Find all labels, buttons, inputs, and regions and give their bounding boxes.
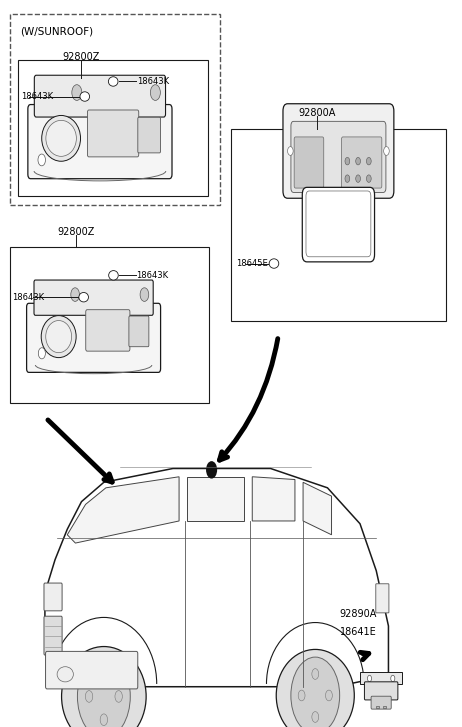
- FancyBboxPatch shape: [341, 137, 382, 188]
- FancyBboxPatch shape: [28, 105, 172, 179]
- Bar: [377, 707, 379, 708]
- Circle shape: [71, 288, 79, 302]
- Circle shape: [298, 690, 305, 701]
- Circle shape: [291, 657, 340, 727]
- Ellipse shape: [42, 116, 80, 161]
- Circle shape: [367, 675, 371, 682]
- FancyBboxPatch shape: [44, 616, 62, 655]
- Circle shape: [85, 691, 93, 702]
- Circle shape: [72, 85, 82, 100]
- Bar: [10, 247, 209, 403]
- FancyBboxPatch shape: [371, 696, 391, 709]
- Circle shape: [383, 147, 389, 156]
- Polygon shape: [187, 477, 244, 521]
- Ellipse shape: [269, 259, 279, 268]
- FancyBboxPatch shape: [87, 110, 139, 157]
- Ellipse shape: [80, 92, 90, 101]
- FancyBboxPatch shape: [302, 188, 375, 262]
- Text: 18641E: 18641E: [340, 627, 377, 638]
- Ellipse shape: [109, 270, 118, 280]
- Text: 92800Z: 92800Z: [62, 52, 99, 62]
- FancyBboxPatch shape: [86, 310, 130, 351]
- Text: 18643K: 18643K: [12, 293, 45, 302]
- Text: 18643K: 18643K: [21, 92, 53, 101]
- Circle shape: [78, 655, 130, 727]
- Ellipse shape: [109, 77, 118, 87]
- Ellipse shape: [79, 292, 89, 302]
- Text: 18643K: 18643K: [137, 77, 170, 86]
- Circle shape: [312, 712, 319, 723]
- Bar: [18, 60, 208, 196]
- FancyBboxPatch shape: [365, 682, 398, 700]
- Circle shape: [366, 158, 371, 165]
- Ellipse shape: [57, 667, 73, 682]
- Circle shape: [356, 158, 360, 165]
- FancyBboxPatch shape: [46, 651, 138, 689]
- Circle shape: [140, 288, 149, 302]
- FancyBboxPatch shape: [306, 191, 371, 257]
- FancyBboxPatch shape: [34, 76, 165, 117]
- Circle shape: [345, 158, 350, 165]
- Circle shape: [366, 175, 371, 182]
- Ellipse shape: [276, 649, 354, 727]
- Polygon shape: [303, 482, 332, 535]
- FancyBboxPatch shape: [34, 280, 153, 316]
- FancyBboxPatch shape: [294, 137, 324, 188]
- FancyBboxPatch shape: [138, 117, 160, 153]
- Bar: [231, 129, 446, 321]
- Bar: [360, 672, 402, 685]
- Bar: [10, 14, 220, 205]
- FancyBboxPatch shape: [291, 121, 386, 193]
- Text: 92800A: 92800A: [298, 108, 335, 119]
- Circle shape: [115, 691, 122, 702]
- Text: 18645E: 18645E: [236, 259, 267, 268]
- Text: 92800Z: 92800Z: [58, 227, 95, 237]
- FancyBboxPatch shape: [27, 303, 161, 372]
- Circle shape: [312, 669, 319, 679]
- Circle shape: [326, 690, 332, 701]
- Ellipse shape: [61, 646, 146, 727]
- Circle shape: [38, 154, 45, 166]
- Ellipse shape: [46, 121, 76, 156]
- Circle shape: [206, 461, 217, 478]
- Ellipse shape: [46, 321, 72, 353]
- Text: (W/SUNROOF): (W/SUNROOF): [20, 27, 93, 37]
- Circle shape: [38, 348, 45, 359]
- Circle shape: [151, 85, 160, 100]
- Circle shape: [100, 667, 108, 679]
- Circle shape: [345, 175, 350, 182]
- Circle shape: [391, 675, 395, 682]
- Bar: [383, 707, 386, 708]
- Ellipse shape: [41, 316, 76, 358]
- FancyBboxPatch shape: [283, 104, 394, 198]
- FancyBboxPatch shape: [129, 316, 149, 347]
- Circle shape: [100, 714, 108, 726]
- FancyBboxPatch shape: [44, 583, 62, 611]
- FancyBboxPatch shape: [376, 584, 389, 613]
- Circle shape: [287, 147, 293, 156]
- Circle shape: [356, 175, 360, 182]
- Polygon shape: [67, 477, 179, 543]
- Polygon shape: [252, 477, 295, 521]
- Polygon shape: [45, 468, 389, 687]
- Text: 92890A: 92890A: [340, 609, 377, 619]
- Text: 18643K: 18643K: [137, 271, 169, 280]
